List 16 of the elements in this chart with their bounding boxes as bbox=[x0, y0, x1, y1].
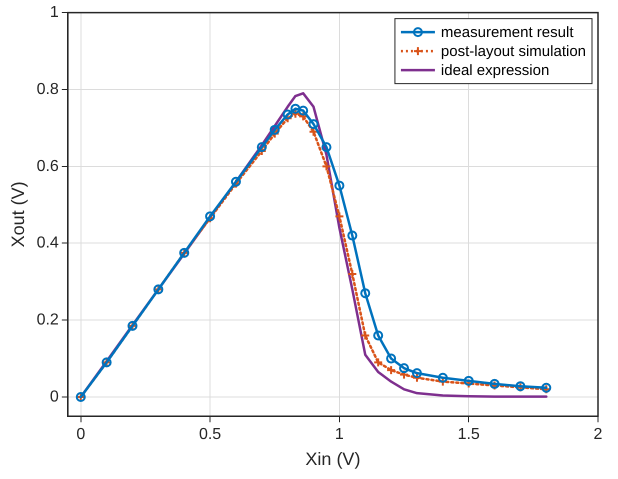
x-tick-label: 1 bbox=[334, 426, 344, 444]
x-tick-label: 0.5 bbox=[198, 426, 222, 444]
y-tick-label: 0 bbox=[50, 388, 59, 406]
legend-label: ideal expression bbox=[440, 62, 550, 80]
legend-label: measurement result bbox=[440, 24, 574, 42]
x-tick-label: 2 bbox=[594, 426, 603, 444]
y-tick-label: 0.8 bbox=[36, 80, 59, 98]
y-tick-label: 0.4 bbox=[36, 234, 59, 252]
x-tick-label: 1.5 bbox=[458, 426, 480, 444]
x-tick-label: 0 bbox=[76, 426, 86, 444]
y-tick-label: 1 bbox=[50, 4, 59, 22]
legend-label: post-layout simulation bbox=[440, 43, 586, 60]
y-tick-label: 0.2 bbox=[36, 312, 59, 329]
y-tick-label: 0.6 bbox=[36, 158, 59, 175]
x-axis-title: Xin (V) bbox=[305, 449, 360, 470]
y-axis-title: Xout (V) bbox=[8, 181, 28, 248]
